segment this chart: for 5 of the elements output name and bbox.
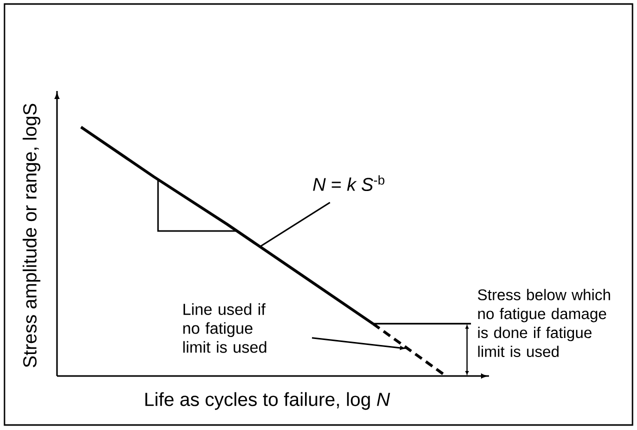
ref-line-label: Stress below which no fatigue damage is done if fatigue limit is used bbox=[478, 288, 610, 358]
annotation: Line used if no fatigue limit is used bbox=[183, 303, 266, 353]
y-axis-title: Stress amplitude or range, logS bbox=[22, 104, 40, 368]
x-axis-title: Life as cycles to failure, log N bbox=[145, 392, 390, 410]
annotation: N = k S$^{-b}$ bbox=[313, 175, 384, 191]
